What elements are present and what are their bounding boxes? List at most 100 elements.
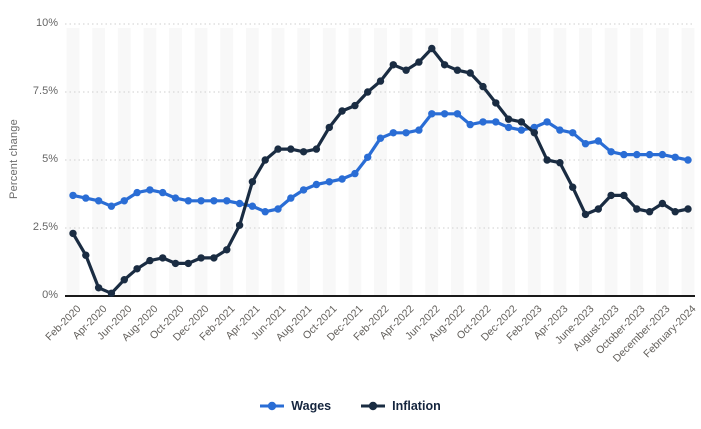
wages-point-Jan-2024[interactable]: [671, 153, 679, 161]
inflation-point-Mar-2022[interactable]: [389, 61, 397, 69]
inflation-point-Mar-2021[interactable]: [235, 221, 244, 229]
wages-point-May-2022[interactable]: [415, 126, 423, 134]
inflation-point-Apr-2020[interactable]: [94, 284, 103, 292]
wages-point-Jun-2020[interactable]: [120, 197, 128, 205]
inflation-point-Sep-2022[interactable]: [466, 69, 474, 77]
inflation-point-Dec-2021[interactable]: [351, 101, 359, 110]
inflation-point-Sep-2021[interactable]: [312, 145, 321, 153]
inflation-point-Jul-2023[interactable]: [594, 205, 602, 213]
inflation-point-May-2023[interactable]: [569, 183, 577, 191]
inflation-point-Nov-2020[interactable]: [184, 259, 192, 268]
inflation-point-Oct-2022[interactable]: [479, 82, 487, 91]
wages-point-Oct-2021[interactable]: [325, 178, 333, 186]
inflation-point-Jan-2023[interactable]: [517, 118, 526, 126]
inflation-point-Jun-2020[interactable]: [120, 276, 128, 284]
inflation-point-May-2021[interactable]: [261, 156, 269, 164]
wages-point-Dec-2020[interactable]: [197, 197, 205, 205]
inflation-point-Dec-2023[interactable]: [658, 199, 667, 208]
inflation-point-Jul-2020[interactable]: [133, 265, 141, 273]
wages-point-Dec-2022[interactable]: [504, 123, 513, 132]
inflation-point-Mar-2020[interactable]: [82, 251, 90, 259]
wages-point-Nov-2020[interactable]: [184, 197, 192, 205]
inflation-point-Feb-2020[interactable]: [69, 229, 77, 238]
wages-point-Jun-2022[interactable]: [428, 110, 436, 118]
wages-point-May-2023[interactable]: [569, 129, 577, 137]
wages-point-Mar-2020[interactable]: [82, 194, 90, 202]
inflation-point-Jul-2021[interactable]: [287, 145, 295, 153]
wages-point-Mar-2021[interactable]: [235, 199, 244, 208]
wages-point-Jul-2023[interactable]: [594, 137, 602, 145]
inflation-point-Feb-2023[interactable]: [530, 129, 538, 137]
wages-point-Apr-2023[interactable]: [556, 126, 564, 134]
inflation-point-Nov-2021[interactable]: [338, 107, 346, 115]
inflation-point-Oct-2020[interactable]: [171, 259, 180, 268]
inflation-point-Apr-2021[interactable]: [248, 178, 257, 186]
wages-point-Sep-2020[interactable]: [159, 188, 167, 197]
inflation-point-Nov-2022[interactable]: [492, 99, 500, 107]
inflation-point-Jan-2022[interactable]: [364, 88, 372, 96]
wages-point-Feb-2020[interactable]: [69, 191, 77, 200]
wages-point-Jan-2023[interactable]: [517, 126, 526, 134]
inflation-point-Aug-2021[interactable]: [299, 148, 308, 156]
inflation-point-Feb-2021[interactable]: [223, 246, 231, 254]
inflation-point-Aug-2020[interactable]: [146, 256, 154, 265]
wages-point-Apr-2020[interactable]: [94, 197, 103, 205]
wages-point-Feb-2021[interactable]: [223, 197, 231, 205]
inflation-point-Apr-2023[interactable]: [556, 159, 564, 167]
wages-point-Jul-2021[interactable]: [287, 194, 295, 202]
inflation-point-Jan-2024[interactable]: [671, 208, 679, 216]
wages-point-Dec-2021[interactable]: [351, 169, 359, 178]
inflation-point-Nov-2023[interactable]: [645, 208, 654, 216]
wages-point-Jan-2022[interactable]: [364, 153, 372, 161]
inflation-point-Oct-2021[interactable]: [325, 123, 333, 132]
wages-point-Oct-2023[interactable]: [633, 150, 641, 159]
inflation-point-Feb-2022[interactable]: [376, 77, 385, 85]
wages-point-Jun-2021[interactable]: [274, 205, 282, 213]
wages-point-Aug-2021[interactable]: [299, 186, 308, 194]
inflation-point-Oct-2023[interactable]: [633, 205, 641, 213]
wages-point-Nov-2023[interactable]: [645, 150, 654, 159]
wages-point-Oct-2020[interactable]: [171, 194, 180, 202]
wages-point-Jan-2021[interactable]: [210, 197, 218, 205]
inflation-point-May-2022[interactable]: [415, 58, 423, 66]
inflation-point-Jul-2022[interactable]: [440, 61, 449, 69]
wages-point-Apr-2022[interactable]: [402, 129, 410, 137]
wages-point-Sep-2023[interactable]: [620, 150, 628, 159]
inflation-point-Dec-2022[interactable]: [504, 115, 513, 123]
wages-point-Apr-2021[interactable]: [248, 202, 257, 210]
inflation-point-Dec-2020[interactable]: [197, 254, 205, 262]
wages-point-Aug-2022[interactable]: [453, 110, 462, 118]
legend-item-inflation[interactable]: Inflation: [361, 399, 441, 413]
wages-point-May-2020[interactable]: [107, 202, 116, 210]
inflation-point-Mar-2023[interactable]: [543, 156, 551, 164]
wages-point-Mar-2023[interactable]: [543, 118, 551, 126]
wages-point-Jun-2023[interactable]: [581, 140, 590, 148]
wages-point-Sep-2022[interactable]: [466, 120, 474, 129]
wages-point-Feb-2022[interactable]: [376, 134, 385, 142]
inflation-point-Jun-2023[interactable]: [581, 210, 590, 219]
wages-point-May-2021[interactable]: [261, 208, 269, 216]
inflation-point-Sep-2020[interactable]: [159, 254, 167, 262]
wages-point-Jul-2020[interactable]: [133, 188, 141, 197]
wages-point-Nov-2022[interactable]: [492, 118, 500, 126]
wages-point-Mar-2022[interactable]: [389, 129, 397, 137]
inflation-point-May-2020[interactable]: [107, 289, 116, 297]
wages-point-Feb-2024[interactable]: [684, 156, 692, 164]
inflation-point-Jan-2021[interactable]: [210, 254, 218, 262]
inflation-point-Aug-2022[interactable]: [453, 66, 462, 74]
wages-point-Oct-2022[interactable]: [479, 118, 487, 126]
wages-point-Nov-2021[interactable]: [338, 175, 346, 183]
series-wages: [69, 110, 692, 216]
inflation-point-Apr-2022[interactable]: [402, 66, 410, 74]
wages-point-Jul-2022[interactable]: [440, 110, 449, 118]
wages-point-Aug-2020[interactable]: [146, 186, 154, 194]
wages-point-Sep-2021[interactable]: [312, 180, 321, 189]
legend-item-wages[interactable]: Wages: [260, 399, 331, 413]
inflation-point-Feb-2024[interactable]: [684, 205, 692, 213]
wages-point-Aug-2023[interactable]: [607, 148, 615, 156]
inflation-point-Jun-2021[interactable]: [274, 145, 282, 153]
wages-point-Dec-2023[interactable]: [658, 150, 667, 159]
inflation-point-Sep-2023[interactable]: [620, 191, 628, 200]
inflation-point-Jun-2022[interactable]: [428, 44, 436, 53]
inflation-point-Aug-2023[interactable]: [607, 191, 615, 200]
